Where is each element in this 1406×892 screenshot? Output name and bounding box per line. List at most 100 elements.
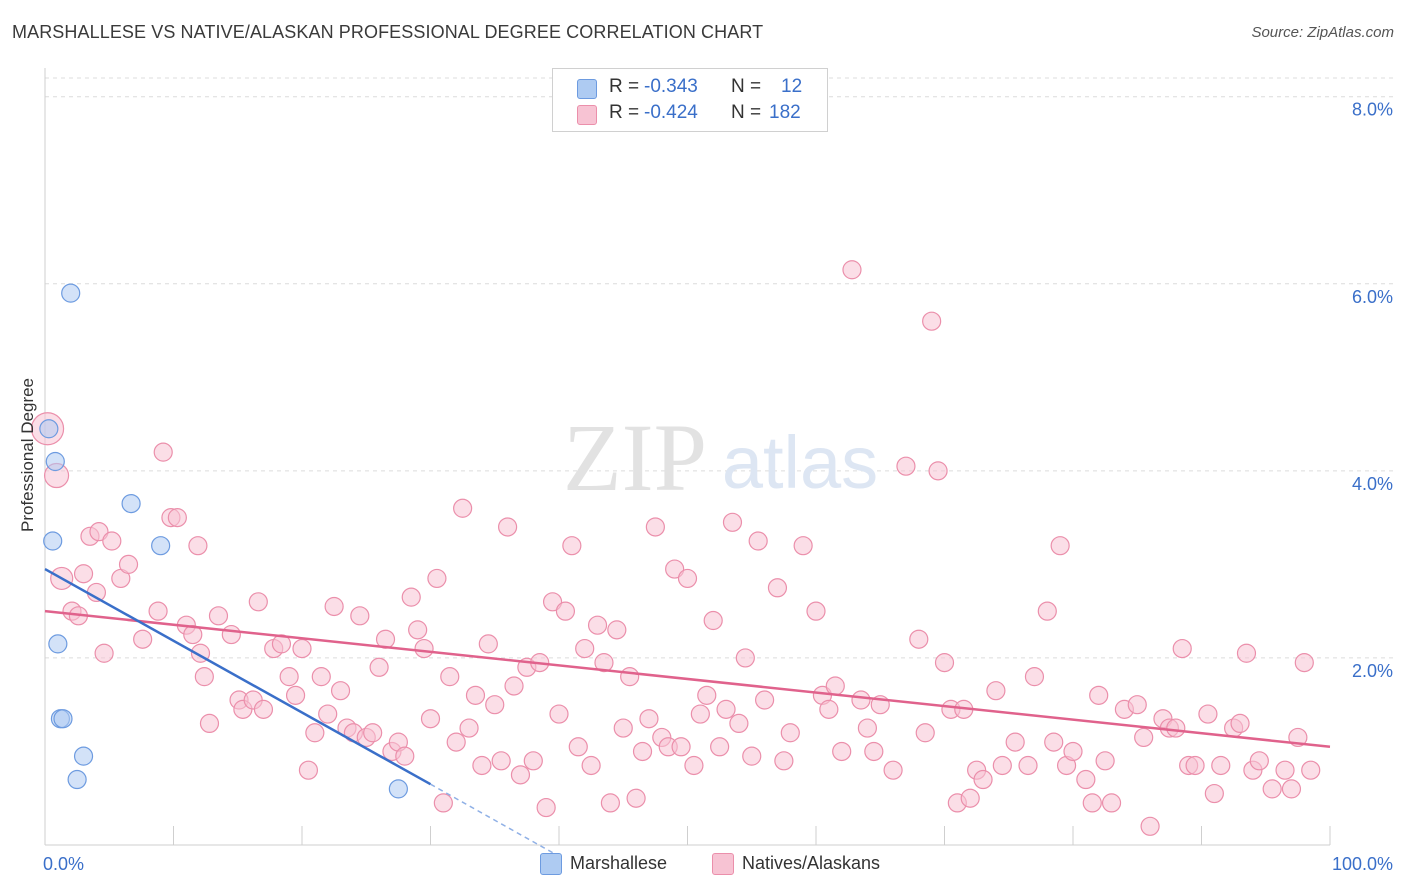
point-natives xyxy=(491,751,511,771)
point-natives xyxy=(697,685,717,705)
point-natives xyxy=(1050,536,1070,556)
point-natives xyxy=(133,629,153,649)
point-natives xyxy=(915,723,935,743)
point-natives xyxy=(1204,783,1224,804)
point-natives xyxy=(89,522,109,542)
point-natives xyxy=(986,681,1006,701)
point-marshallese xyxy=(121,493,141,514)
point-natives xyxy=(199,713,220,734)
point-natives xyxy=(909,629,929,649)
trend-lines xyxy=(44,567,1331,857)
legend-r-label: R = xyxy=(609,76,640,97)
point-natives xyxy=(742,746,762,766)
x-tick-label: 0.0% xyxy=(43,854,84,874)
point-marshallese xyxy=(388,779,408,799)
point-natives xyxy=(94,643,114,663)
point-natives xyxy=(1198,704,1218,724)
watermark-atlas: atlas xyxy=(722,421,878,504)
point-natives xyxy=(1211,755,1231,776)
point-natives xyxy=(542,592,563,612)
point-natives xyxy=(793,536,813,556)
point-natives xyxy=(928,461,948,481)
point-natives xyxy=(780,723,800,743)
point-natives xyxy=(446,732,466,752)
point-natives xyxy=(710,737,730,757)
point-natives xyxy=(767,578,788,598)
legend-swatch-marshallese xyxy=(577,79,597,99)
point-natives xyxy=(1301,760,1321,780)
point-natives xyxy=(1024,667,1045,687)
point-natives xyxy=(883,760,903,780)
point-natives xyxy=(864,741,884,762)
point-natives xyxy=(842,260,862,280)
point-natives xyxy=(607,620,627,640)
y-tick-label: 4.0% xyxy=(1352,474,1393,494)
point-natives xyxy=(208,606,229,626)
point-natives xyxy=(774,751,794,771)
point-marshallese xyxy=(45,451,65,472)
point-natives xyxy=(992,755,1012,776)
point-natives xyxy=(401,587,421,607)
point-natives xyxy=(148,601,168,621)
legend-n-value: 12 xyxy=(781,76,803,97)
point-natives xyxy=(305,723,325,743)
point-natives xyxy=(167,508,187,528)
legend-n-label: N = xyxy=(731,76,762,97)
point-natives xyxy=(285,685,306,705)
point-natives xyxy=(562,536,582,556)
point-natives xyxy=(665,559,685,579)
point-natives xyxy=(613,718,633,738)
point-natives xyxy=(857,718,878,738)
point-natives xyxy=(102,531,122,551)
point-natives xyxy=(960,788,980,808)
point-natives xyxy=(330,681,351,701)
point-natives xyxy=(677,568,698,589)
point-natives xyxy=(510,765,531,785)
point-natives xyxy=(324,596,344,617)
point-natives xyxy=(253,699,274,719)
point-natives xyxy=(188,536,208,556)
trend-line-marshallese xyxy=(44,567,432,786)
x-tick-label: 100.0% xyxy=(1332,854,1393,874)
point-natives xyxy=(722,512,743,532)
legend-r-value: -0.343 xyxy=(644,76,698,97)
bottom-legend-label: Marshallese xyxy=(570,853,668,873)
stats-legend: R = -0.343 N = 12 R = -0.424 N = 182 xyxy=(552,68,828,132)
point-marshallese xyxy=(48,634,68,654)
point-natives xyxy=(1101,793,1122,813)
point-natives xyxy=(1076,769,1096,790)
point-natives xyxy=(408,620,428,640)
y-tick-label: 6.0% xyxy=(1352,287,1393,307)
legend-r-value: -0.424 xyxy=(644,102,698,123)
point-natives xyxy=(587,615,608,635)
point-natives xyxy=(1262,779,1282,799)
point-natives xyxy=(350,606,370,626)
point-natives xyxy=(581,755,601,776)
point-natives xyxy=(1037,601,1057,621)
point-marshallese xyxy=(39,419,59,439)
point-natives xyxy=(221,624,241,645)
watermark: ZIP atlas xyxy=(563,404,878,511)
point-natives xyxy=(318,704,338,724)
point-natives xyxy=(1166,718,1186,738)
point-marshallese xyxy=(61,283,81,303)
point-natives xyxy=(427,568,447,589)
chart-title: MARSHALLESE VS NATIVE/ALASKAN PROFESSION… xyxy=(12,22,764,42)
point-natives xyxy=(600,793,621,813)
point-natives xyxy=(1134,727,1154,748)
bottom-legend-label: Natives/Alaskans xyxy=(742,853,881,873)
point-natives xyxy=(1281,779,1302,799)
point-natives xyxy=(1044,732,1064,752)
point-natives xyxy=(671,737,691,757)
point-natives xyxy=(1172,638,1192,659)
point-natives xyxy=(851,690,871,710)
grid-lines xyxy=(45,77,1395,659)
point-natives xyxy=(472,755,492,776)
legend-swatch-natives xyxy=(577,105,597,125)
point-natives xyxy=(414,638,434,659)
y-axis-label: Professional Degree xyxy=(18,377,37,533)
point-natives xyxy=(716,699,736,719)
point-natives xyxy=(549,704,569,724)
point-natives xyxy=(645,517,665,537)
